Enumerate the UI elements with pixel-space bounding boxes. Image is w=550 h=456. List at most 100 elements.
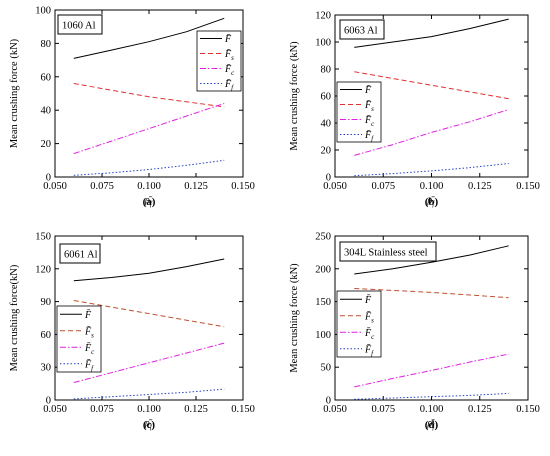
legend-entry: F̄ — [224, 33, 232, 45]
series-line-f — [354, 163, 509, 177]
chart-panel-c: 0.050 0.075 0.100 0.125 0.150 0 30 60 90 120 150 Me… — [9, 232, 255, 432]
x-tick-label: 0.125 — [468, 404, 492, 415]
legend-entry: F̄c — [224, 63, 235, 77]
series-line-total — [73, 258, 225, 282]
legend-entry: F̄s — [364, 99, 374, 113]
legend-entry: F̄s — [364, 311, 374, 325]
x-tick-label: 0.050 — [323, 404, 347, 415]
material-label: 304L Stainless steel — [344, 248, 428, 259]
panel-caption: (b) — [425, 196, 439, 208]
x-tick-label: 0.150 — [231, 181, 255, 192]
legend-entry: F̄ — [84, 309, 92, 321]
material-label: 1060 Al — [62, 21, 96, 32]
series-line-s — [354, 71, 509, 100]
legend-entry: F̄c — [364, 327, 375, 341]
material-label: 6063 Al — [344, 26, 378, 37]
series-line-total — [354, 245, 509, 275]
series-line-c — [73, 342, 225, 383]
y-tick-label: 30 — [41, 363, 52, 374]
y-tick-label: 60 — [321, 92, 332, 103]
x-axis-label: ρ̄f — [427, 195, 436, 208]
x-tick-label: 0.100 — [420, 404, 444, 415]
legend-entry: F̄ — [364, 294, 372, 306]
series-line-c — [354, 353, 509, 388]
y-tick-label: 0 — [326, 396, 331, 407]
y-tick-label: 50 — [321, 363, 332, 374]
y-tick-label: 20 — [41, 139, 52, 150]
legend-entry: F̄f — [224, 78, 234, 92]
x-tick-label: 0.075 — [90, 404, 114, 415]
legend-entry: F̄s — [84, 326, 94, 340]
y-tick-label: 150 — [35, 232, 51, 243]
x-tick-label: 0.100 — [137, 404, 161, 415]
panel-caption: (c) — [143, 419, 156, 431]
material-label-box — [339, 19, 385, 40]
y-tick-label: 80 — [41, 39, 52, 50]
legend-entry: F̄f — [364, 344, 374, 358]
series-line-f — [354, 392, 509, 400]
x-tick-label: 0.100 — [420, 181, 444, 192]
material-label: 6061 Al — [64, 250, 98, 261]
y-tick-label: 80 — [321, 65, 332, 76]
y-tick-label: 40 — [321, 119, 332, 130]
material-label-box — [339, 241, 437, 262]
chart-panel-b: 0.050 0.075 0.100 0.125 0.150 0 20 40 60 80 100 120… — [289, 11, 540, 209]
y-tick-label: 100 — [315, 38, 331, 49]
y-axis-label: Mean crushing force (kN) — [9, 38, 20, 148]
series-line-c — [73, 103, 225, 155]
panel-caption: (d) — [425, 419, 439, 431]
x-tick-label: 0.150 — [516, 404, 540, 415]
y-axis-label: Mean crushing force (kN) — [289, 263, 300, 373]
panel-caption: (a) — [143, 196, 156, 208]
y-tick-label: 60 — [41, 72, 52, 83]
x-tick-label: 0.075 — [90, 181, 114, 192]
x-tick-label: 0.075 — [371, 404, 395, 415]
y-tick-label: 120 — [35, 264, 51, 275]
series-line-s — [73, 300, 225, 328]
series-line-total — [73, 17, 225, 59]
chart-panel-d: 0.050 0.075 0.100 0.125 0.150 0 50 100 150 200 250… — [289, 232, 540, 432]
x-tick-label: 0.050 — [43, 181, 67, 192]
y-tick-label: 40 — [41, 106, 52, 117]
legend-box — [336, 81, 382, 143]
x-tick-label: 0.125 — [468, 181, 492, 192]
legend-entry: F̄c — [364, 114, 375, 128]
legend-box — [336, 290, 382, 358]
y-tick-label: 0 — [46, 173, 51, 184]
y-tick-label: 90 — [41, 297, 52, 308]
x-tick-label: 0.125 — [184, 404, 208, 415]
material-label-box — [57, 14, 103, 35]
legend-entry: F̄s — [224, 48, 234, 62]
y-tick-label: 120 — [315, 11, 331, 22]
legend-entry: F̄c — [84, 342, 95, 356]
series-line-total — [354, 18, 509, 48]
y-tick-label: 150 — [315, 297, 331, 308]
x-tick-label: 0.100 — [137, 181, 161, 192]
x-tick-label: 0.150 — [231, 404, 255, 415]
x-tick-label: 0.050 — [43, 404, 67, 415]
x-axis-label: ρ̄f — [144, 195, 153, 208]
legend-entry: F̄f — [84, 359, 94, 373]
x-axis-label: ρ̄f — [144, 418, 153, 431]
y-axis-label: Mean crushing force (kN) — [289, 41, 300, 151]
legend-box — [56, 305, 102, 373]
x-tick-label: 0.150 — [516, 181, 540, 192]
y-tick-label: 20 — [321, 146, 332, 157]
y-tick-label: 100 — [315, 330, 331, 341]
material-label-box — [59, 243, 101, 264]
series-line-f — [73, 159, 225, 176]
x-tick-label: 0.075 — [371, 181, 395, 192]
legend-entry: F̄ — [364, 84, 372, 96]
y-tick-label: 250 — [315, 232, 331, 243]
x-axis-label: ρ̄f — [427, 418, 436, 431]
series-line-f — [73, 388, 225, 400]
y-axis-label: Mean crushing force(kN) — [9, 264, 20, 371]
x-tick-label: 0.050 — [323, 181, 347, 192]
x-tick-label: 0.125 — [184, 181, 208, 192]
y-tick-label: 200 — [315, 264, 331, 275]
series-line-s — [73, 83, 225, 108]
series-line-s — [354, 288, 509, 299]
y-tick-label: 0 — [326, 173, 331, 184]
y-tick-label: 100 — [35, 6, 51, 17]
